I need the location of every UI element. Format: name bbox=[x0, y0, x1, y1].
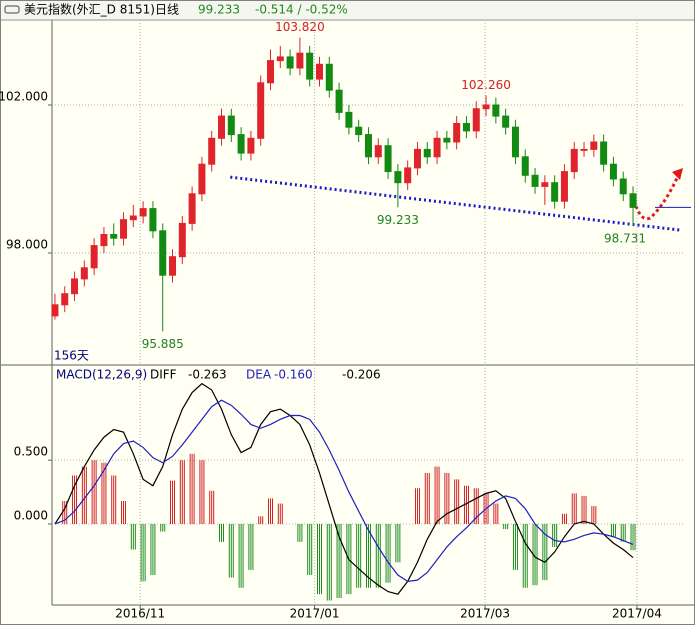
candle-body bbox=[208, 137, 216, 165]
y-tick-label: 0.500 bbox=[14, 445, 48, 459]
candle-body bbox=[227, 115, 235, 136]
candle-body bbox=[315, 63, 323, 80]
candle-body bbox=[169, 256, 177, 276]
candle-body bbox=[325, 63, 333, 91]
candle-body bbox=[335, 89, 343, 113]
candle-body bbox=[266, 60, 274, 84]
candle-body bbox=[100, 233, 108, 247]
header-bar bbox=[1, 1, 694, 19]
price-annotation: 95.885 bbox=[142, 337, 184, 351]
trendline bbox=[230, 175, 681, 232]
candle-body bbox=[609, 163, 617, 180]
y-tick-label: 0.000 bbox=[14, 508, 48, 522]
candle-body bbox=[110, 233, 118, 239]
x-tick-label: 2017/03 bbox=[460, 607, 510, 621]
candle-body bbox=[247, 137, 255, 154]
price-annotation: 103.820 bbox=[275, 20, 325, 34]
candle-body bbox=[90, 245, 98, 269]
legend-value: -0.160 bbox=[274, 368, 313, 382]
candle-body bbox=[443, 137, 451, 143]
forecast-arrowhead bbox=[672, 168, 683, 180]
header-change: -0.514 / -0.52% bbox=[255, 3, 348, 17]
link-icon[interactable] bbox=[4, 5, 20, 14]
candle-body bbox=[560, 171, 568, 202]
header-title: 美元指数(外汇_D 8151)日线 bbox=[24, 2, 179, 17]
candle-body bbox=[80, 267, 88, 280]
candle-body bbox=[159, 230, 167, 276]
legend-name: DIFF bbox=[150, 368, 177, 382]
candle-body bbox=[423, 148, 431, 158]
macd-line bbox=[54, 399, 634, 583]
candle-body bbox=[433, 137, 441, 158]
candle-body bbox=[306, 52, 314, 80]
candle-body bbox=[394, 171, 402, 184]
candle-body bbox=[462, 122, 470, 132]
candle-body bbox=[296, 52, 304, 69]
candle-body bbox=[629, 193, 637, 208]
candle-body bbox=[286, 56, 294, 69]
candle-body bbox=[61, 293, 69, 306]
candle-body bbox=[71, 278, 79, 295]
candle-body bbox=[619, 178, 627, 195]
candle-body bbox=[237, 134, 245, 154]
candle-body bbox=[364, 134, 372, 158]
candle-body bbox=[453, 122, 461, 143]
candle-body bbox=[413, 148, 421, 169]
candle-body bbox=[384, 145, 392, 173]
x-tick-label: 2017/01 bbox=[290, 607, 340, 621]
macd-title: MACD(12,26,9) bbox=[56, 368, 147, 382]
candle-body bbox=[374, 145, 382, 158]
header-price: 99.233 bbox=[198, 3, 240, 17]
price-annotation: 99.233 bbox=[377, 213, 419, 227]
candle-body bbox=[188, 193, 196, 224]
forecast-arrow bbox=[634, 175, 680, 221]
day-count: 156天 bbox=[54, 349, 89, 363]
candle-body bbox=[472, 108, 480, 132]
candle-body bbox=[521, 156, 529, 176]
y-tick-label: 98.000 bbox=[6, 237, 48, 251]
x-tick-label: 2017/04 bbox=[612, 607, 662, 621]
candle-body bbox=[541, 182, 549, 187]
candle-body bbox=[257, 82, 265, 139]
candle-body bbox=[51, 304, 59, 317]
candle-body bbox=[178, 222, 186, 258]
candle-body bbox=[149, 208, 157, 232]
candle-body bbox=[198, 163, 206, 195]
candle-body bbox=[139, 208, 147, 217]
candle-body bbox=[590, 141, 598, 150]
y-tick-label: 102.000 bbox=[0, 89, 48, 103]
candle-body bbox=[492, 104, 500, 117]
x-tick-label: 2016/11 bbox=[115, 607, 165, 621]
candle-body bbox=[129, 215, 137, 221]
candle-body bbox=[511, 126, 519, 158]
candle-body bbox=[531, 174, 539, 187]
candle-body bbox=[355, 126, 363, 136]
price-annotation: 98.731 bbox=[604, 231, 646, 245]
macd-line bbox=[54, 382, 634, 595]
legend-value: -0.206 bbox=[342, 368, 381, 382]
candle-body bbox=[482, 104, 490, 110]
candle-body bbox=[218, 115, 226, 139]
candle-body bbox=[502, 115, 510, 128]
candle-body bbox=[600, 141, 608, 165]
price-annotation: 102.260 bbox=[461, 78, 511, 92]
legend-name: DEA bbox=[246, 368, 272, 382]
candle-body bbox=[551, 182, 559, 202]
candle-body bbox=[276, 56, 284, 62]
candle-body bbox=[120, 219, 128, 239]
candle-body bbox=[570, 148, 578, 173]
candle-body bbox=[580, 148, 588, 151]
candle-body bbox=[345, 111, 353, 128]
candle-body bbox=[404, 167, 412, 184]
legend-value: -0.263 bbox=[188, 368, 227, 382]
